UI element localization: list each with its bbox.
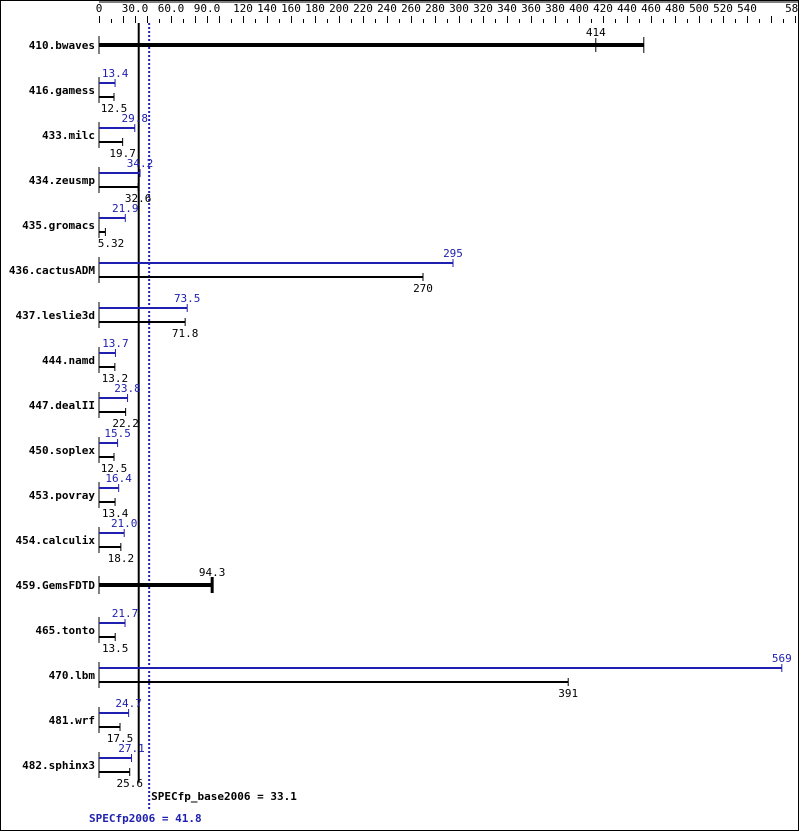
base-value-label: 12.5 bbox=[101, 102, 128, 115]
peak-value-label: 13.4 bbox=[102, 67, 129, 80]
peak-value-label: 23.8 bbox=[114, 382, 141, 395]
base-value-label: 270 bbox=[413, 282, 433, 295]
tick-label: 90.0 bbox=[194, 2, 221, 15]
tick-label: 120 bbox=[233, 2, 253, 15]
tick-label: 340 bbox=[497, 2, 517, 15]
tick-label: 260 bbox=[401, 2, 421, 15]
peak-value-label: 29.8 bbox=[122, 112, 149, 125]
tick-label: 420 bbox=[593, 2, 613, 15]
base-value-label: 414 bbox=[586, 26, 606, 39]
tick-label: 320 bbox=[473, 2, 493, 15]
benchmark-label: 416.gamess bbox=[29, 84, 95, 97]
tick-label: 220 bbox=[353, 2, 373, 15]
tick-label: 60.0 bbox=[158, 2, 185, 15]
tick-label: 300 bbox=[449, 2, 469, 15]
tick-label: 480 bbox=[665, 2, 685, 15]
benchmark-label: 481.wrf bbox=[49, 714, 95, 727]
benchmark-label: 450.soplex bbox=[29, 444, 96, 457]
tick-label: 180 bbox=[305, 2, 325, 15]
base-value-label: 12.5 bbox=[101, 462, 128, 475]
tick-label: 0 bbox=[96, 2, 103, 15]
peak-value-label: 21.9 bbox=[112, 202, 139, 215]
benchmark-label: 482.sphinx3 bbox=[22, 759, 95, 772]
benchmark-label: 434.zeusmp bbox=[29, 174, 96, 187]
base-value-label: 17.5 bbox=[107, 732, 134, 745]
benchmark-label: 444.namd bbox=[42, 354, 95, 367]
benchmark-label: 465.tonto bbox=[35, 624, 95, 637]
tick-label: 540 bbox=[737, 2, 757, 15]
peak-value-label: 569 bbox=[772, 652, 792, 665]
peak-overall-label: SPECfp2006 = 41.8 bbox=[89, 812, 202, 825]
peak-value-label: 21.7 bbox=[112, 607, 139, 620]
tick-label: 160 bbox=[281, 2, 301, 15]
tick-label: 520 bbox=[713, 2, 733, 15]
benchmark-label: 454.calculix bbox=[16, 534, 96, 547]
tick-label: 280 bbox=[425, 2, 445, 15]
benchmark-label: 435.gromacs bbox=[22, 219, 95, 232]
peak-value-label: 15.5 bbox=[104, 427, 131, 440]
tick-label: 500 bbox=[689, 2, 709, 15]
tick-label: 440 bbox=[617, 2, 637, 15]
peak-value-label: 24.7 bbox=[115, 697, 142, 710]
benchmark-label: 459.GemsFDTD bbox=[16, 579, 96, 592]
base-value-label: 5.32 bbox=[98, 237, 125, 250]
tick-label: 140 bbox=[257, 2, 277, 15]
benchmark-label: 436.cactusADM bbox=[9, 264, 95, 277]
peak-value-label: 16.4 bbox=[105, 472, 132, 485]
base-overall-label: SPECfp_base2006 = 33.1 bbox=[151, 790, 297, 803]
benchmark-label: 410.bwaves bbox=[29, 39, 95, 52]
tick-label: 400 bbox=[569, 2, 589, 15]
peak-value-label: 27.1 bbox=[118, 742, 145, 755]
tick-label: 580 bbox=[785, 2, 799, 15]
tick-label: 200 bbox=[329, 2, 349, 15]
peak-value-label: 73.5 bbox=[174, 292, 201, 305]
benchmark-label: 453.povray bbox=[29, 489, 96, 502]
base-value-label: 19.7 bbox=[109, 147, 136, 160]
base-value-label: 18.2 bbox=[108, 552, 135, 565]
benchmark-label: 470.lbm bbox=[49, 669, 96, 682]
base-value-label: 22.2 bbox=[112, 417, 139, 430]
tick-label: 380 bbox=[545, 2, 565, 15]
peak-value-label: 34.2 bbox=[127, 157, 154, 170]
tick-label: 240 bbox=[377, 2, 397, 15]
peak-value-label: 13.7 bbox=[102, 337, 129, 350]
tick-label: 360 bbox=[521, 2, 541, 15]
benchmark-label: 447.dealII bbox=[29, 399, 95, 412]
base-value-label: 391 bbox=[558, 687, 578, 700]
base-value-label: 13.5 bbox=[102, 642, 129, 655]
tick-label: 30.0 bbox=[122, 2, 149, 15]
base-value-label: 94.3 bbox=[199, 566, 226, 579]
tick-label: 460 bbox=[641, 2, 661, 15]
base-value-label: 71.8 bbox=[172, 327, 199, 340]
base-value-label: 13.4 bbox=[102, 507, 129, 520]
base-value-label: 13.2 bbox=[102, 372, 129, 385]
benchmark-label: 437.leslie3d bbox=[16, 309, 95, 322]
base-value-label: 25.6 bbox=[116, 777, 143, 790]
peak-value-label: 295 bbox=[443, 247, 463, 260]
benchmark-label: 433.milc bbox=[42, 129, 95, 142]
base-value-label: 32.6 bbox=[125, 192, 152, 205]
peak-value-label: 21.0 bbox=[111, 517, 138, 530]
